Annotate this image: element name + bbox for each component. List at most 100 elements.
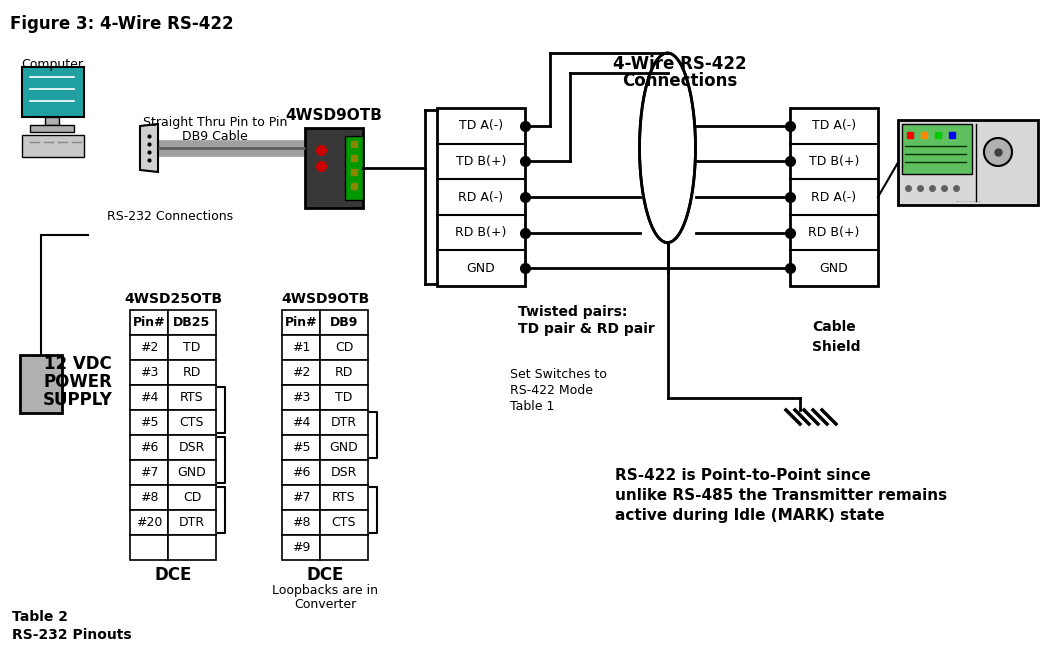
- Bar: [320, 385, 368, 410]
- Text: DSR: DSR: [331, 466, 357, 479]
- Text: 12 VDC: 12 VDC: [44, 355, 112, 373]
- Text: Figure 3: 4-Wire RS-422: Figure 3: 4-Wire RS-422: [10, 15, 234, 33]
- Text: #9: #9: [292, 541, 310, 554]
- Bar: [320, 310, 368, 335]
- Text: #7: #7: [140, 466, 159, 479]
- Bar: [282, 410, 320, 435]
- Bar: [320, 535, 368, 560]
- Text: Shield: Shield: [812, 340, 860, 354]
- Bar: [130, 435, 168, 460]
- Text: GND: GND: [819, 262, 849, 275]
- Bar: [168, 310, 216, 335]
- Text: TD B(+): TD B(+): [809, 155, 859, 168]
- Bar: [282, 460, 320, 485]
- Text: RD B(+): RD B(+): [456, 226, 506, 239]
- Text: RS-422 is Point-to-Point since: RS-422 is Point-to-Point since: [615, 468, 871, 483]
- Text: RS-232 Connections: RS-232 Connections: [107, 210, 233, 223]
- Text: ..........: ..........: [954, 196, 981, 204]
- Text: #3: #3: [292, 391, 310, 404]
- Text: SUPPLY: SUPPLY: [43, 391, 113, 409]
- Text: #6: #6: [140, 441, 159, 454]
- Text: #4: #4: [292, 416, 310, 429]
- Text: RTS: RTS: [332, 491, 356, 504]
- Bar: [320, 485, 368, 510]
- Bar: [282, 435, 320, 460]
- Text: #8: #8: [292, 516, 311, 529]
- Text: DTR: DTR: [179, 516, 205, 529]
- Text: DTR: DTR: [331, 416, 357, 429]
- Bar: [168, 410, 216, 435]
- Text: Table 1: Table 1: [509, 400, 554, 413]
- Text: DSR: DSR: [179, 441, 205, 454]
- Text: GND: GND: [178, 466, 206, 479]
- Text: #2: #2: [292, 366, 310, 379]
- Bar: [130, 485, 168, 510]
- Text: Pin#: Pin#: [133, 316, 165, 329]
- Bar: [22, 67, 84, 117]
- Text: 4WSD9OTB: 4WSD9OTB: [281, 292, 369, 306]
- Bar: [168, 485, 216, 510]
- Text: Straight Thru Pin to Pin: Straight Thru Pin to Pin: [143, 116, 288, 129]
- Text: TD: TD: [335, 391, 353, 404]
- Bar: [130, 460, 168, 485]
- Bar: [320, 360, 368, 385]
- Text: TD pair & RD pair: TD pair & RD pair: [518, 322, 654, 336]
- Text: RS-422 Mode: RS-422 Mode: [509, 384, 593, 397]
- Bar: [130, 510, 168, 535]
- Bar: [305, 128, 363, 208]
- Bar: [130, 310, 168, 335]
- Text: #1: #1: [292, 341, 310, 354]
- Text: active during Idle (MARK) state: active during Idle (MARK) state: [615, 508, 885, 523]
- Bar: [320, 410, 368, 435]
- Text: Loopbacks are in: Loopbacks are in: [272, 584, 378, 597]
- Text: RS-232 Pinouts: RS-232 Pinouts: [12, 628, 132, 642]
- Text: POWER: POWER: [43, 373, 112, 391]
- Polygon shape: [140, 124, 157, 172]
- Text: DB25: DB25: [173, 316, 210, 329]
- Text: CTS: CTS: [180, 416, 204, 429]
- Bar: [790, 108, 878, 286]
- Text: Computer: Computer: [21, 58, 84, 71]
- Bar: [320, 435, 368, 460]
- Text: #3: #3: [140, 366, 159, 379]
- Bar: [130, 335, 168, 360]
- Bar: [320, 460, 368, 485]
- Text: TD B(+): TD B(+): [456, 155, 506, 168]
- Bar: [320, 335, 368, 360]
- Bar: [168, 535, 216, 560]
- Circle shape: [984, 138, 1012, 166]
- Bar: [282, 535, 320, 560]
- Text: Converter: Converter: [294, 598, 356, 611]
- Bar: [437, 108, 525, 286]
- Text: Table 2: Table 2: [12, 610, 68, 624]
- Bar: [130, 385, 168, 410]
- Bar: [345, 136, 363, 200]
- Text: TD A(-): TD A(-): [812, 120, 856, 132]
- Bar: [22, 135, 84, 157]
- Bar: [130, 410, 168, 435]
- Text: 4WSD9OTB: 4WSD9OTB: [285, 108, 383, 123]
- Bar: [282, 360, 320, 385]
- Text: Connections: Connections: [623, 72, 738, 90]
- Text: 4-Wire RS-422: 4-Wire RS-422: [613, 55, 747, 73]
- Text: 4WSD25OTB: 4WSD25OTB: [124, 292, 222, 306]
- Bar: [130, 535, 168, 560]
- Bar: [168, 360, 216, 385]
- Text: CD: CD: [183, 491, 201, 504]
- Text: GND: GND: [330, 441, 358, 454]
- Text: #20: #20: [135, 516, 162, 529]
- Text: Set Switches to: Set Switches to: [509, 368, 607, 381]
- Text: RD: RD: [183, 366, 201, 379]
- Text: CTS: CTS: [332, 516, 356, 529]
- Text: #8: #8: [140, 491, 159, 504]
- Text: Cable: Cable: [812, 320, 856, 334]
- Text: RTS: RTS: [180, 391, 204, 404]
- Text: #5: #5: [140, 416, 159, 429]
- Bar: [130, 360, 168, 385]
- Text: GND: GND: [466, 262, 496, 275]
- Bar: [30, 125, 74, 132]
- Bar: [282, 310, 320, 335]
- Bar: [168, 335, 216, 360]
- Text: TD A(-): TD A(-): [459, 120, 503, 132]
- Bar: [168, 385, 216, 410]
